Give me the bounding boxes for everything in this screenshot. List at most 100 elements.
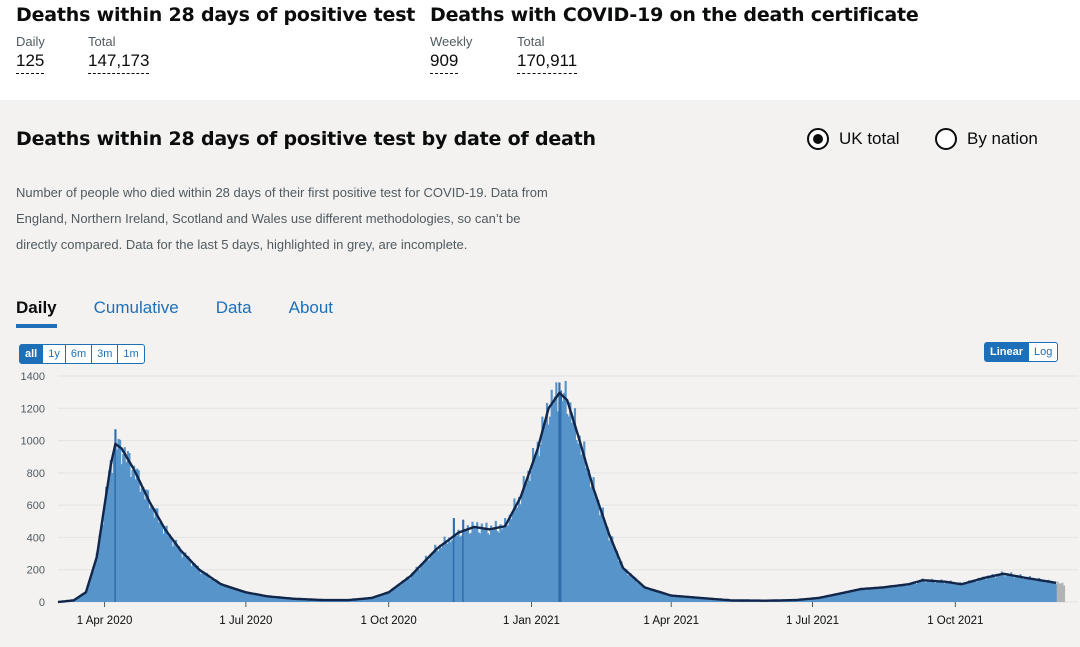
- bar: [296, 598, 299, 602]
- bar: [485, 522, 488, 602]
- bar: [834, 594, 837, 602]
- bar: [119, 439, 122, 602]
- bar: [213, 581, 216, 602]
- bar: [474, 527, 477, 602]
- bar: [913, 582, 917, 602]
- bar: [948, 583, 951, 602]
- bar: [209, 579, 212, 602]
- tab-cumulative[interactable]: Cumulative: [93, 298, 179, 317]
- total-stat-value[interactable]: 147,173: [88, 51, 150, 74]
- bar: [165, 525, 168, 602]
- bar: [926, 579, 929, 602]
- bar: [853, 590, 856, 602]
- radio-by-nation[interactable]: By nation: [935, 128, 1038, 150]
- radio-uk-total[interactable]: UK total: [807, 128, 899, 150]
- bar: [906, 586, 909, 602]
- range-all-button[interactable]: all: [19, 344, 44, 364]
- bar: [559, 390, 563, 602]
- bar: [988, 576, 991, 602]
- certificate-total-value[interactable]: 170,911: [517, 51, 578, 74]
- bar: [589, 487, 592, 602]
- bar: [376, 596, 379, 602]
- radio-unselected-icon: [935, 128, 957, 150]
- range-1m-button[interactable]: 1m: [117, 344, 145, 364]
- bar: [611, 536, 614, 602]
- bar: [187, 555, 190, 602]
- certificate-total-label: Total: [517, 34, 545, 49]
- scale-linear-button[interactable]: Linear: [984, 342, 1030, 362]
- bar: [278, 597, 282, 602]
- bar: [679, 596, 682, 602]
- bar: [909, 583, 912, 602]
- bar: [361, 598, 364, 602]
- daily-stat-value[interactable]: 125: [16, 51, 45, 74]
- bar: [404, 579, 407, 602]
- range-3m-button[interactable]: 3m: [91, 344, 119, 364]
- total-stat-label: Total: [88, 34, 116, 49]
- bar: [826, 596, 830, 602]
- bar: [513, 498, 516, 602]
- bar: [940, 579, 943, 602]
- bar: [539, 444, 542, 602]
- bar: [306, 599, 310, 602]
- bar: [951, 582, 954, 602]
- weekly-stat-value[interactable]: 909: [430, 51, 459, 74]
- bar: [639, 582, 642, 602]
- daily-stat: Daily 125: [16, 34, 45, 74]
- bar: [556, 411, 559, 602]
- scale-log-button[interactable]: Log: [1028, 342, 1059, 362]
- bar: [125, 461, 128, 602]
- tab-data[interactable]: Data: [215, 298, 252, 317]
- bar: [299, 598, 302, 602]
- tab-daily[interactable]: Daily: [16, 298, 57, 328]
- bar: [859, 589, 862, 602]
- range-1y-button[interactable]: 1y: [42, 344, 66, 364]
- bar: [510, 519, 513, 602]
- bar: [359, 598, 362, 602]
- bar: [195, 567, 198, 602]
- bar: [128, 452, 131, 602]
- bar: [418, 569, 421, 602]
- bar: [160, 523, 164, 602]
- bar: [982, 576, 985, 602]
- bar: [221, 584, 224, 602]
- bar: [677, 596, 681, 602]
- bar: [272, 596, 275, 602]
- bar: [657, 591, 660, 602]
- bar: [882, 588, 885, 602]
- bar: [856, 589, 859, 602]
- bar: [139, 491, 142, 602]
- tab-about[interactable]: About: [288, 298, 334, 317]
- bar: [831, 595, 834, 602]
- range-6m-button[interactable]: 6m: [64, 344, 93, 364]
- weekly-stat-label: Weekly: [430, 34, 473, 49]
- bar: [862, 588, 865, 602]
- bar: [459, 536, 462, 602]
- bar: [83, 594, 86, 602]
- bar: [845, 593, 848, 602]
- bar: [629, 573, 632, 602]
- bar: [921, 578, 924, 602]
- bar: [396, 584, 400, 602]
- bar: [226, 585, 229, 602]
- daily-deaths-chart[interactable]: 0 200 400 600 800 1000 1200 1400 1 Apr 2020 1 Ju…: [0, 366, 1080, 647]
- bar: [553, 396, 556, 602]
- bar: [263, 595, 266, 602]
- bar: [92, 570, 95, 602]
- x-axis: 1 Apr 2020 1 Jul 2020 1 Oct 2020 1 Jan 2021…: [77, 602, 983, 627]
- bar: [185, 558, 188, 602]
- bar: [590, 482, 594, 602]
- bar: [188, 558, 192, 602]
- bar: [154, 508, 157, 602]
- bar: [413, 571, 417, 602]
- bar: [476, 522, 479, 602]
- bar: [190, 566, 193, 602]
- bar: [356, 599, 359, 602]
- bar: [98, 535, 101, 602]
- bar: [952, 584, 955, 602]
- bar: [1022, 579, 1025, 602]
- y-axis: 0 200 400 600 800 1000 1200 1400: [21, 371, 45, 609]
- bar: [850, 591, 853, 602]
- bar: [81, 594, 84, 602]
- bar: [1048, 581, 1052, 602]
